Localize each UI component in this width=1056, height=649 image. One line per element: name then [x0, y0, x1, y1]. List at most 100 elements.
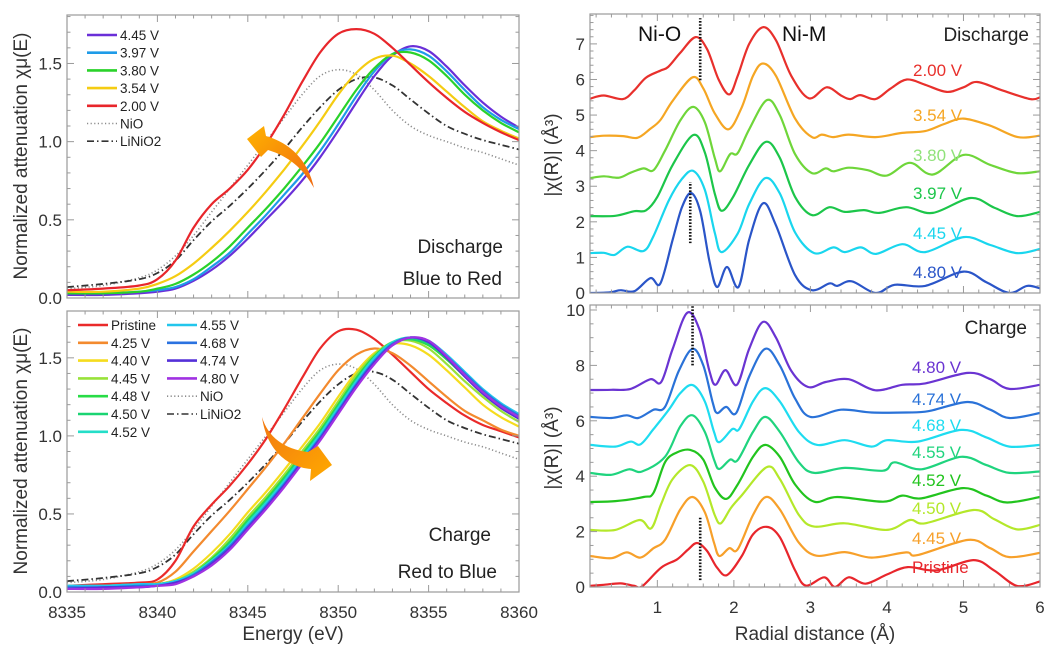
legend-label: 2.00 V — [120, 99, 159, 114]
y-tick-label: 2 — [576, 213, 585, 232]
curve-label-4-45-v: 4.45 V — [913, 224, 963, 243]
x-tick-label: 8340 — [138, 603, 176, 622]
legend-item-4-40-v: 4.40 V — [78, 354, 150, 369]
series-line-3-80-v — [67, 50, 519, 295]
y-tick-label: 0.5 — [38, 211, 62, 230]
legend-label: 4.48 V — [111, 389, 150, 404]
curve-label-3-54-v: 3.54 V — [913, 106, 963, 125]
legend-item-4-45-v: 4.45 V — [78, 371, 150, 386]
x-tick-label: 3 — [806, 598, 815, 617]
x-tick-label: 8350 — [319, 603, 357, 622]
legend-label: 4.74 V — [200, 354, 239, 369]
legend-label: 4.45 V — [120, 28, 159, 43]
legend-label: 4.80 V — [200, 371, 239, 386]
y-tick-label: 4 — [576, 467, 585, 486]
legend-item-3-80-v: 3.80 V — [87, 63, 159, 78]
y-tick-label: 0.0 — [38, 583, 62, 602]
annotation-discharge-exafs: Discharge — [943, 25, 1029, 46]
legend-item-nio: NiO — [167, 389, 223, 404]
legend-label: LiNiO2 — [200, 407, 241, 422]
x-tick-label: 4 — [882, 598, 891, 617]
y-tick-label: 0 — [576, 284, 585, 303]
curve-label-3-97-v: 3.97 V — [913, 184, 963, 203]
x-tick-label: 8335 — [48, 603, 86, 622]
y-axis-title-exafs-discharge: |χ(R)| (Å³) — [542, 113, 563, 196]
annotation-red-to-blue: Red to Blue — [398, 562, 497, 583]
legend-label: 3.54 V — [120, 81, 159, 96]
series-line-4-74-v — [590, 347, 1040, 420]
series-line-3-54-v — [590, 62, 1040, 140]
axis-ticks — [590, 14, 1041, 294]
series-line-2-00-v — [67, 28, 519, 292]
curve-label-4-80-v: 4.80 V — [913, 263, 963, 282]
series-line-3-80-v — [590, 98, 1040, 180]
legend-label: 4.68 V — [200, 336, 239, 351]
series-line-nio — [67, 363, 519, 584]
series-line-3-54-v — [67, 54, 519, 294]
y-tick-label: 3 — [576, 177, 585, 196]
series-line-4-25-v — [67, 347, 519, 589]
legend-label: NiO — [120, 117, 143, 132]
x-axis-title-energy: Energy (eV) — [242, 624, 343, 645]
y-tick-label: 6 — [576, 412, 585, 431]
y-tick-label: 4 — [576, 142, 585, 161]
legend-label: 4.40 V — [111, 354, 150, 369]
annotation-charge-exafs: Charge — [965, 318, 1027, 339]
series-line-pristine — [590, 525, 1040, 587]
legend-item-nio: NiO — [87, 117, 143, 132]
legend-label: 3.97 V — [120, 46, 159, 61]
legend-item-pristine: Pristine — [78, 318, 156, 333]
curve-label-4-74-v: 4.74 V — [912, 390, 962, 409]
curve-label-4-52-v: 4.52 V — [912, 471, 962, 490]
y-tick-label: 0.0 — [38, 289, 62, 308]
series-line-4-45-v — [67, 45, 519, 297]
x-tick-label: 8345 — [229, 603, 267, 622]
plot-frame — [66, 14, 520, 299]
series-line-linio2 — [67, 370, 519, 582]
series-group — [67, 28, 519, 297]
legend-item-4-45-v: 4.45 V — [87, 28, 159, 43]
legend-item-2-00-v: 2.00 V — [87, 99, 159, 114]
y-tick-label: 0.5 — [38, 505, 62, 524]
x-tick-label: 2 — [729, 598, 738, 617]
panel-xanes-discharge: 0.0 0.5 1.0 1.5 4.45 V 3.97 V 3.80 V 3.54 V 2.00… — [38, 14, 520, 308]
shift-arrow-charge-icon — [262, 417, 332, 481]
curve-label-4-50-v: 4.50 V — [912, 499, 962, 518]
legend-item-4-68-v: 4.68 V — [167, 336, 239, 351]
x-tick-label: 8360 — [500, 603, 538, 622]
series-line-4-52-v — [590, 443, 1040, 504]
plot-frame — [589, 304, 1041, 588]
series-group — [590, 311, 1040, 587]
axis-ticks — [66, 15, 520, 299]
panel-xanes-charge: 8335 8340 8345 8350 8355 8360 0.0 0.5 1.0 1.5 Pris… — [38, 310, 538, 622]
series-line-nio — [67, 68, 519, 290]
y-axis-title-xanes-charge: Normalized attenuation χμ(E) — [11, 328, 32, 575]
legend-item-linio2: LiNiO2 — [167, 407, 241, 422]
legend-item-4-25-v: 4.25 V — [78, 336, 150, 351]
series-line-pristine — [67, 327, 519, 587]
legend-item-3-97-v: 3.97 V — [87, 46, 159, 61]
x-axis-title-radial-distance: Radial distance (Å) — [735, 624, 896, 645]
series-group — [590, 26, 1040, 293]
panel-exafs-charge: 1 2 3 4 5 6 0 2 4 6 8 10 4.80 V 4.74 V 4.68 V 4.55 V 4.5… — [566, 301, 1045, 617]
plot-layer: 0.0 0.5 1.0 1.5 4.45 V 3.97 V 3.80 V 3.54 V 2.00… — [38, 13, 1045, 622]
curve-label-3-80-v: 3.80 V — [913, 146, 963, 165]
legend-item-4-48-v: 4.48 V — [78, 389, 150, 404]
annotation-charge: Charge — [429, 525, 491, 546]
annotation-blue-to-red: Blue to Red — [403, 269, 502, 290]
y-tick-label: 1.0 — [38, 133, 62, 152]
series-line-2-00-v — [590, 26, 1040, 101]
axis-ticks — [66, 310, 520, 593]
curve-label-4-55-v: 4.55 V — [912, 443, 962, 462]
legend-label: 4.45 V — [111, 371, 150, 386]
y-axis-title-xanes-discharge: Normalized attenuation χμ(E) — [11, 33, 32, 280]
legend-item-4-74-v: 4.74 V — [167, 354, 239, 369]
legend-label: NiO — [200, 389, 223, 404]
y-axis-title-exafs-charge: |χ(R)| (Å³) — [542, 406, 563, 489]
series-line-4-55-v — [590, 414, 1040, 477]
legend-label: Pristine — [111, 318, 156, 333]
legend: 4.45 V 3.97 V 3.80 V 3.54 V 2.00 V NiO LiNiO2 — [87, 28, 161, 149]
legend-label: 4.25 V — [111, 336, 150, 351]
series-line-4-80-v — [590, 311, 1040, 392]
